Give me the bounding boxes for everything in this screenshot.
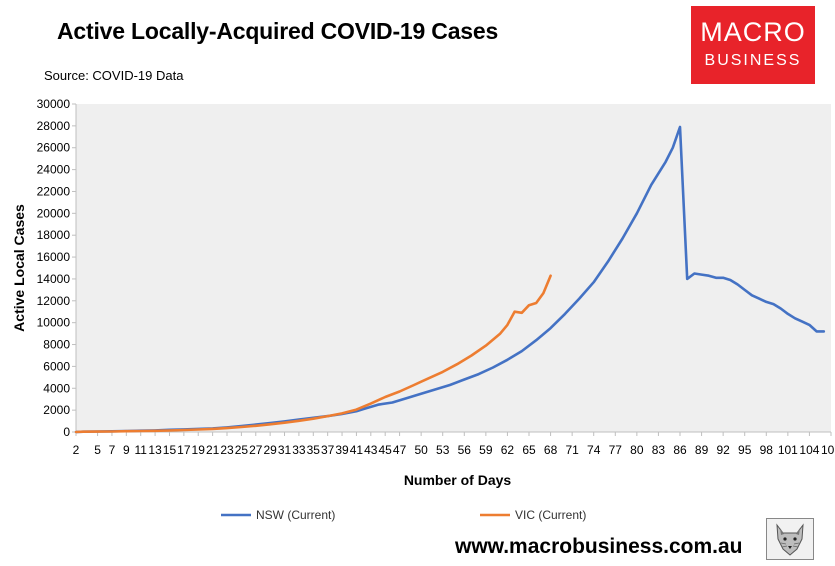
- x-tick-label: 83: [652, 443, 666, 457]
- x-tick-label: 80: [630, 443, 644, 457]
- logo-text-macro: MACRO: [700, 17, 806, 47]
- y-tick-label: 8000: [43, 338, 70, 352]
- x-tick-label: 29: [263, 443, 277, 457]
- y-tick-label: 18000: [37, 228, 71, 242]
- y-tick-label: 10000: [37, 316, 71, 330]
- x-tick-label: 33: [292, 443, 306, 457]
- x-tick-label: 107: [821, 443, 835, 457]
- x-tick-label: 21: [206, 443, 220, 457]
- x-tick-label: 23: [220, 443, 234, 457]
- y-tick-label: 20000: [37, 206, 71, 220]
- legend-label: NSW (Current): [256, 508, 335, 522]
- x-tick-label: 39: [335, 443, 349, 457]
- x-tick-label: 27: [249, 443, 263, 457]
- x-tick-label: 53: [436, 443, 450, 457]
- x-tick-label: 9: [123, 443, 130, 457]
- x-tick-label: 11: [134, 443, 147, 457]
- source-note: Source: COVID-19 Data: [44, 68, 184, 83]
- y-tick-label: 24000: [37, 163, 71, 177]
- x-tick-label: 86: [673, 443, 687, 457]
- x-tick-label: 43: [364, 443, 378, 457]
- y-tick-label: 4000: [43, 381, 70, 395]
- y-tick-label: 0: [63, 425, 70, 439]
- logo-text-business: BUSINESS: [704, 52, 802, 69]
- x-tick-label: 7: [109, 443, 116, 457]
- series-line-vic: [74, 274, 552, 434]
- x-tick-label: 101: [778, 443, 798, 457]
- x-tick-label: 37: [321, 443, 335, 457]
- x-tick-label: 13: [148, 443, 162, 457]
- y-axis-title: Active Local Cases: [11, 204, 27, 332]
- y-tick-label: 22000: [37, 184, 71, 198]
- x-tick-label: 56: [458, 443, 472, 457]
- x-tick-label: 50: [414, 443, 428, 457]
- x-tick-label: 15: [163, 443, 177, 457]
- x-tick-label: 95: [738, 443, 752, 457]
- x-tick-label: 59: [479, 443, 493, 457]
- x-tick-label: 77: [609, 443, 623, 457]
- x-tick-label: 2: [73, 443, 80, 457]
- y-tick-label: 2000: [43, 403, 70, 417]
- wolf-logo-icon: [766, 518, 814, 560]
- x-tick-label: 62: [501, 443, 515, 457]
- y-tick-label: 12000: [37, 294, 71, 308]
- legend-label: VIC (Current): [515, 508, 586, 522]
- x-tick-label: 68: [544, 443, 558, 457]
- x-tick-label: 89: [695, 443, 709, 457]
- y-tick-label: 30000: [37, 97, 71, 111]
- x-tick-label: 19: [192, 443, 206, 457]
- y-tick-label: 16000: [37, 250, 71, 264]
- chart-title: Active Locally-Acquired COVID-19 Cases: [57, 18, 499, 44]
- y-tick-label: 28000: [37, 119, 71, 133]
- x-tick-label: 25: [235, 443, 249, 457]
- y-tick-label: 14000: [37, 272, 71, 286]
- y-tick-label: 6000: [43, 359, 70, 373]
- x-tick-label: 41: [350, 443, 364, 457]
- x-tick-label: 74: [587, 443, 601, 457]
- x-tick-label: 17: [177, 443, 191, 457]
- x-tick-label: 45: [379, 443, 393, 457]
- x-tick-label: 31: [278, 443, 292, 457]
- x-tick-label: 35: [307, 443, 321, 457]
- x-tick-label: 104: [799, 443, 819, 457]
- x-tick-label: 98: [760, 443, 774, 457]
- x-tick-label: 47: [393, 443, 407, 457]
- x-tick-label: 65: [522, 443, 536, 457]
- x-axis-title: Number of Days: [404, 472, 512, 488]
- x-tick-label: 71: [565, 443, 579, 457]
- x-tick-label: 5: [94, 443, 101, 457]
- website-url: www.macrobusiness.com.au: [455, 535, 743, 558]
- macro-business-logo: MACRO BUSINESS: [691, 6, 815, 84]
- x-tick-label: 92: [716, 443, 730, 457]
- y-tick-label: 26000: [37, 141, 71, 155]
- plot-area: [76, 104, 831, 432]
